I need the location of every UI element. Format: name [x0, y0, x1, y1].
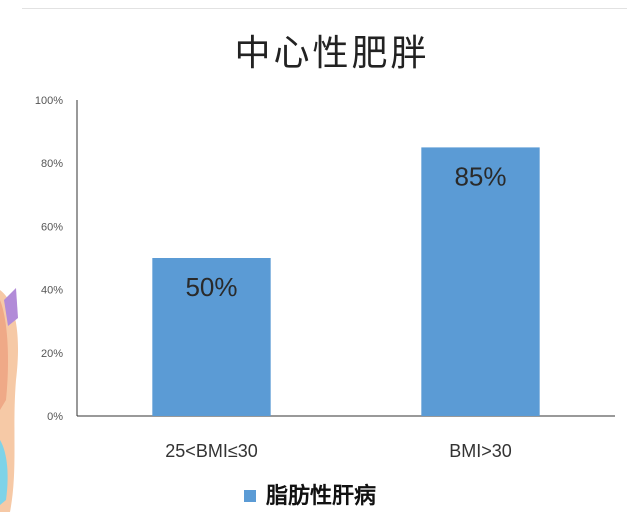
- y-tick-label: 80%: [41, 158, 63, 170]
- cropped-illustration: [0, 0, 22, 512]
- bar-data-label: 50%: [185, 272, 237, 302]
- category-labels: 25<BMI≤30 BMI>30: [165, 441, 511, 461]
- legend-label: 脂肪性肝病: [266, 483, 376, 509]
- y-tick-label: 60%: [41, 221, 63, 233]
- legend-swatch: [244, 490, 256, 502]
- bars: 50% 85%: [152, 147, 540, 416]
- bar: [152, 258, 271, 416]
- bar-data-label: 85%: [454, 161, 506, 191]
- x-category-label: 25<BMI≤30: [165, 441, 257, 461]
- legend: 脂肪性肝病: [244, 483, 376, 509]
- x-category-label: BMI>30: [449, 441, 512, 461]
- bar: [421, 147, 540, 416]
- y-tick-label: 20%: [41, 348, 63, 360]
- y-tick-label: 0%: [47, 411, 63, 423]
- y-axis-ticks: 0% 20% 40% 60% 80% 100%: [35, 95, 63, 423]
- top-divider: [22, 8, 627, 9]
- y-tick-label: 100%: [35, 95, 63, 107]
- y-tick-label: 40%: [41, 285, 63, 297]
- chart-title: 中心性肥胖: [234, 33, 429, 74]
